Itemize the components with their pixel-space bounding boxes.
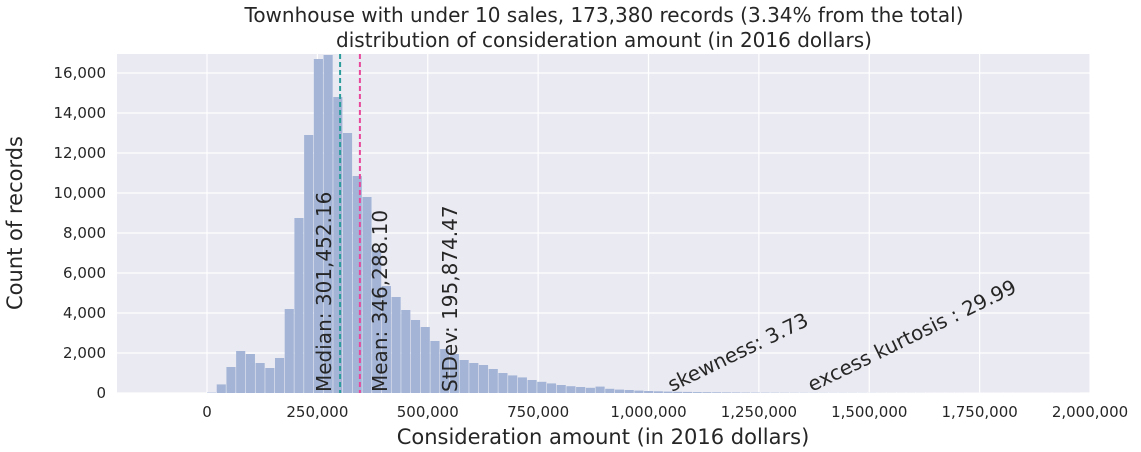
x-tick-label: 750,000 bbox=[507, 403, 569, 421]
histogram-bar bbox=[731, 392, 741, 393]
histogram-bar bbox=[614, 389, 625, 393]
histogram-bar bbox=[274, 358, 285, 393]
histogram-bar bbox=[663, 391, 673, 393]
plot-area bbox=[117, 54, 1090, 393]
histogram-bar bbox=[469, 363, 479, 393]
y-tick-label: 12,000 bbox=[54, 144, 107, 162]
x-tick-label: 1,500,000 bbox=[831, 403, 907, 421]
histogram-bar bbox=[488, 369, 498, 393]
histogram-bar bbox=[342, 133, 353, 393]
histogram-bar bbox=[284, 309, 294, 393]
x-tick-label: 500,000 bbox=[397, 403, 459, 421]
median-annotation: Median: 301,452.16 bbox=[312, 192, 336, 392]
histogram-bar bbox=[352, 176, 362, 393]
y-tick-label: 14,000 bbox=[54, 104, 107, 122]
histogram-bar bbox=[449, 354, 459, 393]
histogram-bar bbox=[236, 351, 246, 393]
histogram-bar bbox=[430, 341, 440, 393]
histogram-bar bbox=[459, 360, 469, 393]
histogram-bar bbox=[226, 367, 236, 393]
histogram-bar bbox=[537, 381, 547, 393]
x-tick-label: 1,750,000 bbox=[941, 403, 1017, 421]
y-tick-label: 16,000 bbox=[54, 64, 107, 82]
histogram-bar bbox=[644, 391, 654, 393]
histogram-bar bbox=[372, 251, 382, 393]
histogram-bar bbox=[508, 375, 518, 393]
histogram-bar bbox=[391, 297, 401, 393]
y-tick-label: 4,000 bbox=[63, 304, 106, 322]
histogram-bar bbox=[478, 365, 489, 393]
stdev-annotation: StDev: 195,874.47 bbox=[438, 205, 462, 392]
histogram-bar bbox=[294, 218, 304, 393]
y-tick-label: 0 bbox=[96, 384, 106, 402]
histogram-bar bbox=[576, 387, 586, 393]
histogram-bar bbox=[624, 390, 634, 393]
x-tick-label: 0 bbox=[202, 403, 212, 421]
histogram-bars bbox=[207, 55, 1081, 393]
histogram-bar bbox=[420, 327, 430, 393]
histogram-bar bbox=[605, 388, 615, 393]
histogram-bar bbox=[313, 59, 323, 393]
reference-lines bbox=[339, 54, 361, 393]
x-tick-label: 250,000 bbox=[286, 403, 348, 421]
x-axis-label: Consideration amount (in 2016 dollars) bbox=[397, 425, 810, 449]
histogram-bar bbox=[634, 390, 644, 393]
histogram-bar bbox=[595, 386, 605, 393]
histogram-bar bbox=[653, 391, 663, 393]
histogram-bar bbox=[323, 55, 333, 393]
histogram-bar bbox=[333, 97, 343, 393]
y-tick-label: 2,000 bbox=[63, 344, 106, 362]
y-tick-label: 10,000 bbox=[54, 184, 107, 202]
histogram-bar bbox=[265, 368, 275, 393]
histogram-bar bbox=[692, 392, 702, 393]
histogram-bar bbox=[712, 392, 722, 393]
histogram-bar bbox=[556, 385, 566, 393]
histogram-bar bbox=[216, 384, 226, 393]
histogram-bar bbox=[498, 373, 508, 393]
histogram-bar bbox=[527, 380, 537, 393]
x-tick-label: 1,000,000 bbox=[610, 403, 686, 421]
x-axis-ticks: 0 250,000 500,000 750,000 1,000,000 1,250,000… bbox=[202, 403, 1128, 421]
histogram-bar bbox=[401, 310, 411, 393]
histogram-bar bbox=[585, 387, 595, 393]
histogram-bar bbox=[566, 386, 576, 393]
y-axis-label: Count of records bbox=[3, 136, 27, 310]
histogram-bar bbox=[682, 391, 693, 393]
chart-title-line2: distribution of consideration amount (in… bbox=[336, 28, 872, 52]
histogram-bar bbox=[304, 135, 314, 393]
histogram-bar bbox=[517, 377, 527, 393]
y-axis-ticks: 0 2,000 4,000 6,000 8,000 10,000 12,000 14,000 1… bbox=[54, 64, 107, 402]
histogram-bar bbox=[702, 392, 712, 393]
chart-title-line1: Townhouse with under 10 sales, 173,380 r… bbox=[244, 3, 964, 27]
histogram-bar bbox=[245, 354, 255, 393]
histogram-bar bbox=[546, 383, 557, 393]
y-tick-label: 8,000 bbox=[63, 224, 106, 242]
histogram-bar bbox=[255, 363, 265, 393]
histogram-bar bbox=[440, 349, 450, 393]
histogram-bar bbox=[410, 320, 421, 393]
histogram-bar bbox=[721, 392, 731, 393]
histogram-bar bbox=[673, 391, 683, 393]
y-tick-label: 6,000 bbox=[63, 264, 106, 282]
histogram-bar bbox=[362, 197, 372, 393]
mean-annotation: Mean: 346,288.10 bbox=[368, 210, 392, 392]
histogram-bar bbox=[381, 286, 391, 393]
x-tick-label: 2,000,000 bbox=[1052, 403, 1128, 421]
x-tick-label: 1,250,000 bbox=[721, 403, 797, 421]
